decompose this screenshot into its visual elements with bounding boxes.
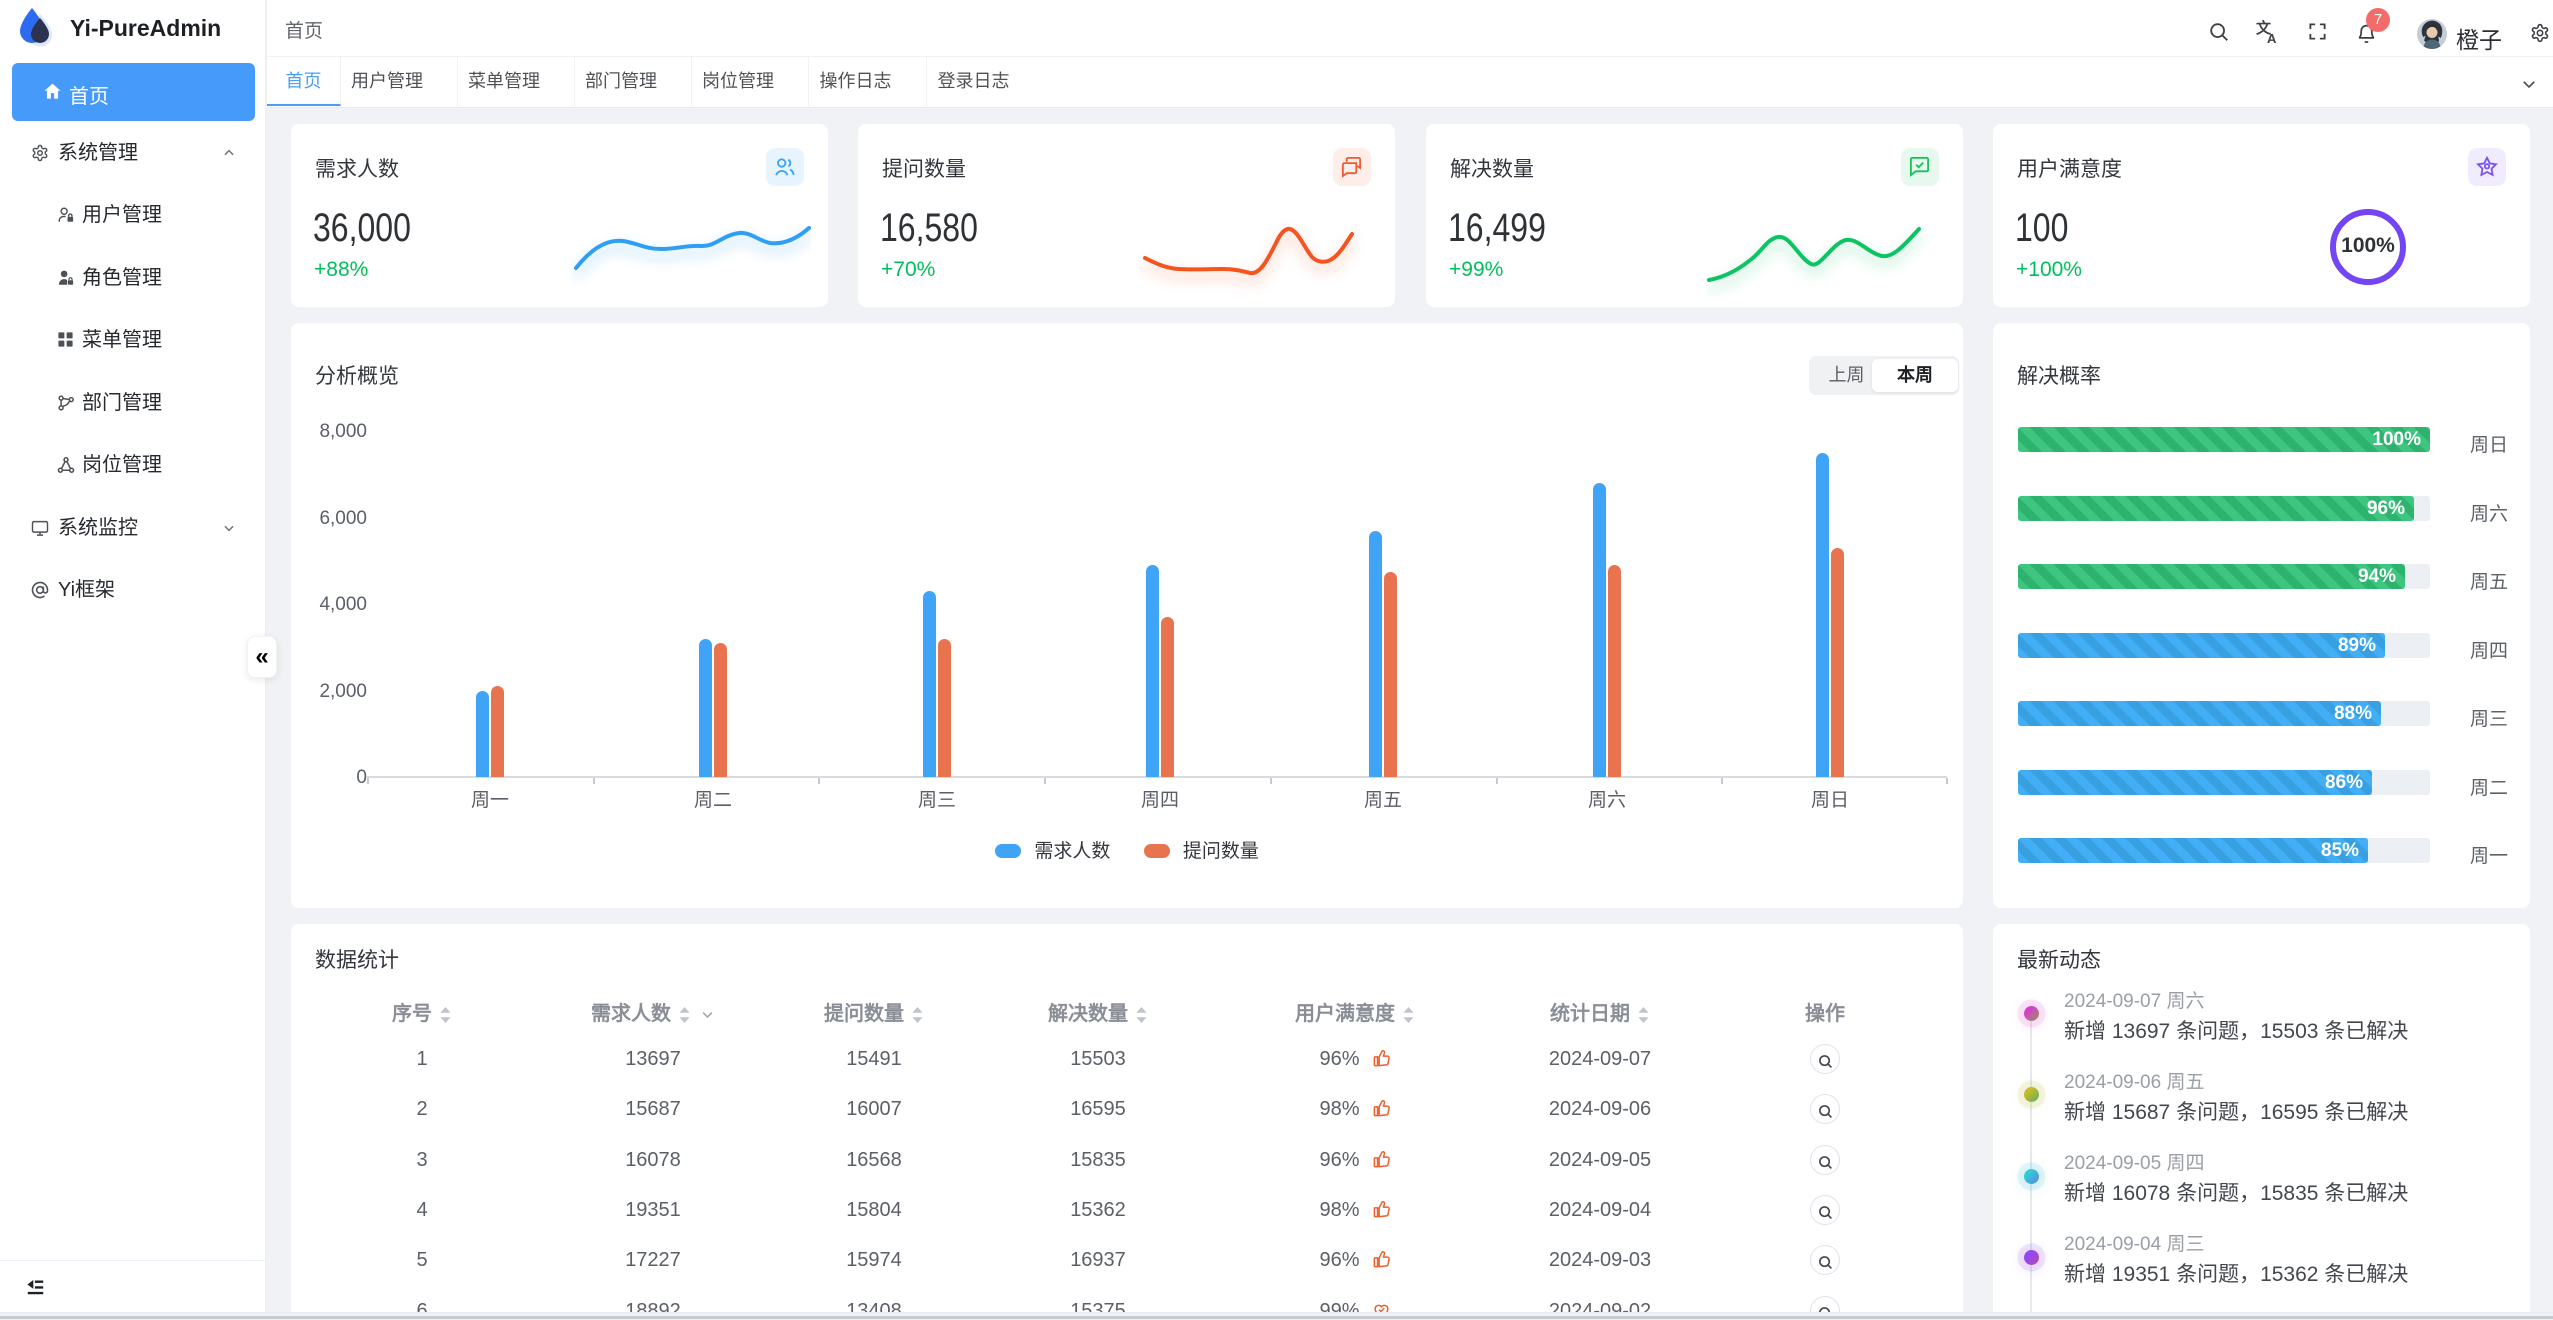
svg-text:文: 文 <box>2256 20 2272 37</box>
svg-text:A: A <box>2267 31 2277 44</box>
